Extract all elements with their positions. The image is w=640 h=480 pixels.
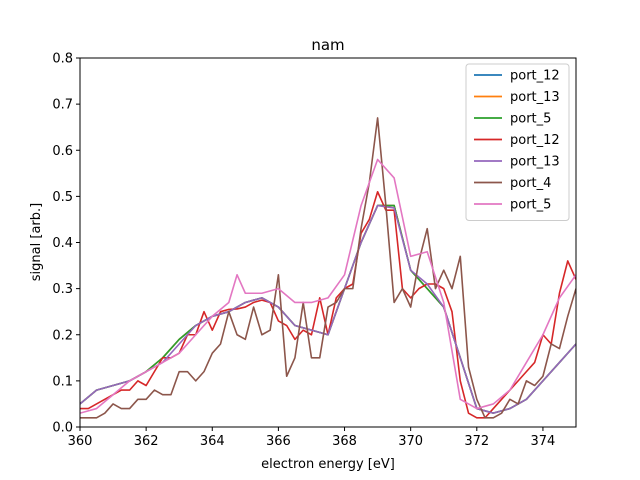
legend: port_12 port_13 port_5 port_12 port_13 port_4… — [465, 63, 570, 221]
y-tick-label: 0.1 — [52, 374, 73, 389]
legend-label: port_5 — [510, 198, 551, 213]
x-tick-label: 360 — [68, 434, 93, 449]
y-axis: 0.0 0.1 0.2 0.3 0.4 0.5 0.6 0.7 0.8 — [52, 52, 80, 436]
y-tick-label: 0.3 — [52, 282, 73, 297]
y-tick-label: 0.6 — [52, 144, 73, 159]
x-tick-label: 364 — [200, 434, 225, 449]
x-tick-label: 366 — [266, 434, 291, 449]
x-axis: 360 362 364 366 368 370 372 374 — [68, 427, 556, 449]
y-axis-label: signal [arb.] — [29, 203, 44, 281]
x-tick-label: 374 — [531, 434, 556, 449]
legend-label: port_13 — [510, 155, 560, 170]
legend-box — [465, 63, 570, 221]
legend-label: port_4 — [510, 176, 551, 191]
y-tick-label: 0.2 — [52, 328, 73, 343]
legend-label: port_13 — [510, 90, 560, 105]
y-tick-label: 0.8 — [52, 52, 73, 67]
series-layer — [80, 117, 576, 419]
series-line-5 — [80, 117, 576, 419]
chart-title: nam — [311, 36, 344, 54]
legend-label: port_12 — [510, 69, 560, 84]
y-tick-label: 0.7 — [52, 98, 73, 113]
x-tick-label: 372 — [464, 434, 489, 449]
x-tick-label: 370 — [398, 434, 423, 449]
series-line-6 — [80, 158, 576, 414]
legend-label: port_12 — [510, 133, 560, 148]
x-axis-label: electron energy [eV] — [261, 457, 395, 472]
x-tick-label: 368 — [332, 434, 357, 449]
legend-label: port_5 — [510, 112, 551, 127]
y-tick-label: 0.4 — [52, 236, 73, 251]
x-tick-label: 362 — [134, 434, 159, 449]
y-tick-label: 0.0 — [52, 421, 73, 436]
y-tick-label: 0.5 — [52, 190, 73, 205]
